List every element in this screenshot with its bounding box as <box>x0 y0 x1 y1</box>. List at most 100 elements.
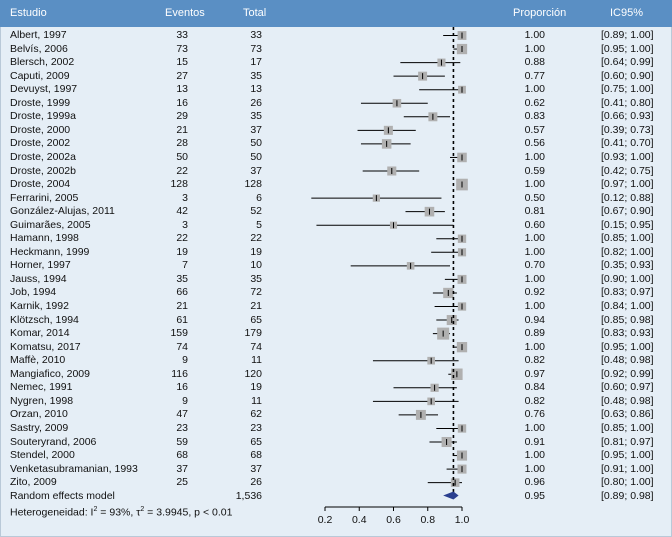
study-proportion: 0.88 <box>524 56 545 69</box>
study-total: 37 <box>250 123 262 136</box>
study-name: Hamann, 1998 <box>10 232 79 245</box>
study-events: 28 <box>176 137 188 150</box>
study-total: 6 <box>256 191 262 204</box>
summary-total: 1,536 <box>235 490 262 502</box>
study-name: Heckmann, 1999 <box>10 245 90 258</box>
study-proportion: 1.00 <box>524 340 545 353</box>
study-total: 5 <box>256 218 262 231</box>
study-total: 35 <box>250 272 262 285</box>
header-study: Estudio <box>10 7 47 19</box>
study-ci: [0.41; 0.70] <box>601 137 654 150</box>
summary-ci: [0.89; 0.98] <box>601 490 654 502</box>
study-total: 73 <box>250 42 262 55</box>
study-total: 68 <box>250 449 262 462</box>
study-ci: [0.42; 0.75] <box>601 164 654 177</box>
study-ci: [0.85; 1.00] <box>601 421 654 434</box>
study-ci: [0.89; 1.00] <box>601 29 654 41</box>
study-proportion: 0.59 <box>524 164 545 177</box>
study-ci: [0.97; 1.00] <box>601 178 654 191</box>
study-name: Caputi, 2009 <box>10 69 70 82</box>
study-events: 22 <box>176 232 188 245</box>
study-proportion: 0.82 <box>524 354 545 367</box>
study-total: 74 <box>250 340 262 353</box>
heterogeneity-text: Heterogeneidad: I2 = 93%, τ2 = 3.9945, p… <box>10 506 233 519</box>
study-total: 19 <box>250 381 262 394</box>
study-name: Devuyst, 1997 <box>10 83 78 96</box>
study-name: Belvís, 2006 <box>10 42 68 55</box>
study-ci: [0.66; 0.93] <box>601 110 654 123</box>
study-events: 29 <box>176 110 188 123</box>
study-proportion: 0.97 <box>524 367 545 380</box>
study-name: Maffè, 2010 <box>10 354 66 367</box>
study-events: 3 <box>182 218 188 231</box>
study-name: Karnik, 1992 <box>10 300 69 312</box>
study-ci: [0.60; 0.90] <box>601 69 654 82</box>
study-proportion: 0.82 <box>524 394 545 407</box>
header-proportion: Proporción <box>513 7 567 19</box>
study-proportion: 1.00 <box>524 449 545 462</box>
study-ci: [0.80; 1.00] <box>601 476 654 489</box>
study-events: 42 <box>176 205 188 218</box>
study-name: Droste, 2004 <box>10 178 71 191</box>
study-ci: [0.95; 1.00] <box>601 42 654 55</box>
study-events: 16 <box>176 96 188 109</box>
study-proportion: 0.94 <box>524 313 545 326</box>
header-ci: IC95% <box>610 7 644 19</box>
study-proportion: 1.00 <box>524 272 545 285</box>
study-name: Orzan, 2010 <box>10 408 68 421</box>
study-name: Souteryrand, 2006 <box>10 435 97 448</box>
study-name: Nygren, 1998 <box>10 394 74 407</box>
study-events: 128 <box>170 178 188 191</box>
study-ci: [0.95; 1.00] <box>601 340 654 353</box>
study-total: 17 <box>250 56 262 69</box>
study-events: 33 <box>176 29 188 41</box>
study-events: 22 <box>176 164 188 177</box>
study-total: 50 <box>250 137 262 150</box>
study-total: 26 <box>250 476 262 489</box>
study-events: 15 <box>176 56 188 69</box>
study-events: 19 <box>176 245 188 258</box>
study-total: 120 <box>244 367 262 380</box>
study-name: González-Alujas, 2011 <box>10 205 115 218</box>
study-name: Stendel, 2000 <box>10 449 75 462</box>
study-total: 52 <box>250 205 262 218</box>
study-ci: [0.92; 0.99] <box>601 367 654 380</box>
study-proportion: 1.00 <box>524 462 545 475</box>
study-name: Sastry, 2009 <box>10 421 69 434</box>
study-name: Droste, 1999a <box>10 110 76 123</box>
study-name: Droste, 2002b <box>10 164 76 177</box>
study-ci: [0.83; 0.93] <box>601 327 654 340</box>
study-total: 19 <box>250 245 262 258</box>
study-proportion: 0.92 <box>524 286 545 299</box>
study-ci: [0.15; 0.95] <box>601 218 654 231</box>
study-total: 11 <box>251 354 262 367</box>
study-total: 62 <box>250 408 262 421</box>
study-ci: [0.81; 0.97] <box>601 435 654 448</box>
study-total: 37 <box>250 462 262 475</box>
header-total: Total <box>243 7 267 19</box>
study-ci: [0.48; 0.98] <box>601 394 654 407</box>
study-ci: [0.60; 0.97] <box>601 381 654 394</box>
study-ci: [0.84; 1.00] <box>601 300 654 312</box>
table-header: Estudio Eventos Total Proporción IC95% <box>0 0 672 27</box>
study-ci: [0.83; 0.97] <box>601 286 654 299</box>
study-name: Horner, 1997 <box>10 259 71 272</box>
study-name: Klötzsch, 1994 <box>10 313 79 326</box>
study-name: Guimarães, 2005 <box>10 218 91 231</box>
study-ci: [0.41; 0.80] <box>601 96 654 109</box>
study-total: 35 <box>250 110 262 123</box>
study-name: Zito, 2009 <box>10 476 57 489</box>
study-events: 159 <box>170 327 188 340</box>
study-proportion: 0.83 <box>524 110 545 123</box>
study-events: 7 <box>182 259 188 272</box>
study-events: 16 <box>176 381 188 394</box>
study-ci: [0.48; 0.98] <box>601 354 654 367</box>
summary-label: Random effects model <box>10 490 115 502</box>
study-name: Komar, 2014 <box>10 327 70 340</box>
study-proportion: 1.00 <box>524 421 545 434</box>
study-total: 11 <box>251 394 262 407</box>
study-proportion: 1.00 <box>524 300 545 312</box>
study-events: 68 <box>176 449 188 462</box>
study-total: 13 <box>250 83 262 96</box>
